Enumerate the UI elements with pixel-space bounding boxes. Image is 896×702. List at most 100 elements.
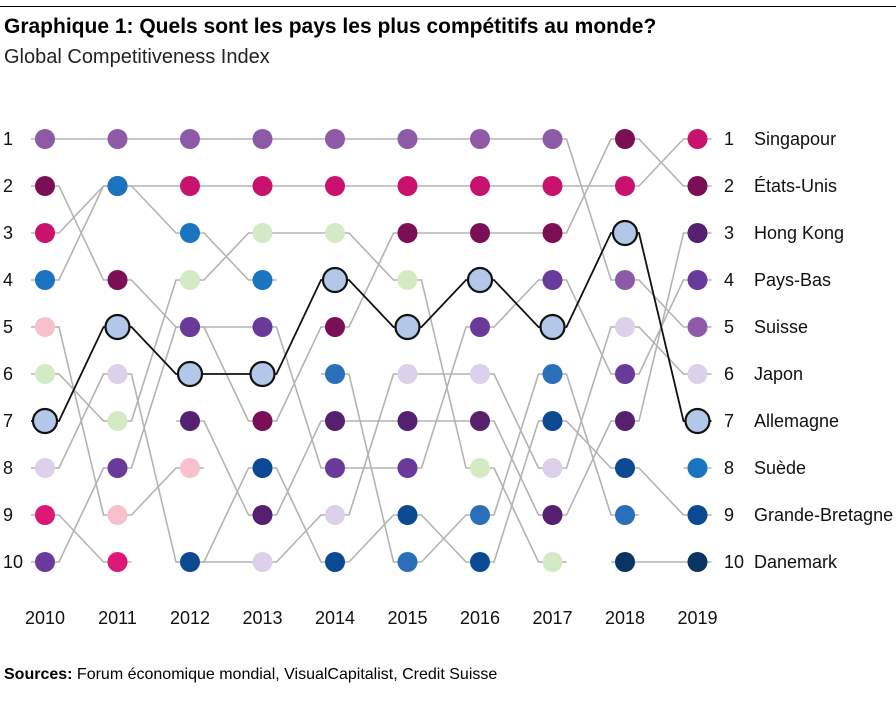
rank-label-10: 10 [3, 552, 23, 572]
point-japon-2017 [542, 458, 563, 478]
point-singapour-2019 [687, 129, 708, 149]
point-finlande-2016 [470, 458, 490, 478]
point-japon-2014 [325, 505, 345, 525]
point-finlande-2013 [252, 223, 273, 243]
final-rank-grande-bretagne: 9 [724, 505, 734, 525]
point-allemagne-2012 [176, 360, 204, 388]
point-grande-bretagne-2018 [615, 458, 635, 478]
point-etats-unis-2010 [35, 176, 55, 196]
series-line-singapour [31, 138, 712, 234]
rank-label-7: 7 [3, 411, 13, 431]
final-rank-etats-unis: 2 [724, 176, 734, 196]
point-japon-2011 [107, 364, 128, 384]
point-pays-bas-2014 [325, 458, 345, 478]
legend-label-danemark: Danemark [754, 552, 838, 572]
point-hong-kong-2012 [180, 411, 200, 431]
point-suisse-2010 [35, 129, 55, 149]
final-rank-japon: 6 [724, 364, 734, 384]
point-suisse-2012 [180, 129, 200, 149]
point-etats-unis-2016 [470, 223, 490, 243]
point-etats-unis-2019 [687, 176, 708, 196]
series-line-allemagne [31, 232, 712, 422]
point-japon-2010 [35, 458, 55, 478]
point-finlande-2015 [397, 270, 418, 290]
x-tick-2016: 2016 [460, 608, 500, 628]
point-pays-bas-2013 [252, 317, 273, 337]
point-finlande-2017 [542, 552, 563, 572]
legend-label-singapour: Singapour [754, 129, 836, 149]
point-grande-bretagne-2017 [542, 411, 563, 431]
point-singapour-2016 [470, 176, 490, 196]
point-japon-2016 [470, 364, 490, 384]
point-allemagne-2011 [104, 313, 131, 341]
point-canada-2010 [35, 317, 55, 337]
point-pays-bas-2011 [107, 458, 128, 478]
point-etats-unis-2011 [107, 270, 128, 290]
point-etats-unis-2018 [615, 129, 635, 149]
point-pays-bas-2010 [35, 552, 55, 572]
point-suisse-2014 [325, 129, 345, 149]
rank-label-8: 8 [3, 458, 13, 478]
point-pays-bas-2018 [615, 364, 635, 384]
sources-note: Sources: Forum économique mondial, Visua… [4, 666, 497, 684]
point-suisse-2011 [107, 129, 128, 149]
point-singapour-2013 [252, 176, 273, 196]
x-tick-2019: 2019 [677, 608, 717, 628]
legend-label-suede: Suède [754, 458, 806, 478]
point-suisse-2019 [687, 317, 708, 337]
chart-subtitle: Global Competitiveness Index [4, 46, 270, 68]
series-line-etats-unis [31, 138, 712, 422]
chart-title: Graphique 1: Quels sont les pays les plu… [4, 15, 657, 38]
point-norvege-2016 [470, 505, 490, 525]
point-allemagne-2018 [611, 219, 639, 247]
series-line-japon [31, 326, 712, 563]
x-tick-2011: 2011 [98, 608, 137, 628]
legend-label-allemagne: Allemagne [754, 411, 839, 431]
point-japon-2019 [687, 364, 708, 384]
point-pays-bas-2019 [687, 270, 708, 290]
point-singapour-2010 [35, 223, 55, 243]
final-rank-singapour: 1 [724, 129, 734, 149]
point-qatar-2011 [107, 552, 128, 572]
point-suede-2013 [252, 270, 273, 290]
point-etats-unis-2013 [252, 411, 273, 431]
sources-label: Sources: [4, 666, 73, 683]
point-hong-kong-2018 [615, 411, 635, 431]
point-danemark-2019 [687, 552, 708, 572]
point-allemagne-2019 [684, 407, 711, 435]
point-suisse-2017 [542, 129, 563, 149]
point-norvege-2014 [325, 364, 345, 384]
point-grande-bretagne-2016 [470, 552, 490, 572]
point-suede-2019 [687, 458, 708, 478]
point-pays-bas-2015 [397, 458, 418, 478]
point-japon-2018 [615, 317, 635, 337]
point-suisse-2016 [470, 129, 490, 149]
point-japon-2015 [397, 364, 418, 384]
rank-label-6: 6 [3, 364, 13, 384]
point-danemark-2018 [615, 552, 635, 572]
rank-label-3: 3 [3, 223, 13, 243]
point-allemagne-2016 [466, 266, 494, 294]
point-allemagne-2013 [249, 360, 276, 388]
point-etats-unis-2017 [542, 223, 563, 243]
sources-text: Forum économique mondial, VisualCapitali… [76, 666, 498, 683]
series-line-suisse [31, 138, 712, 328]
point-grande-bretagne-2013 [252, 458, 273, 478]
x-tick-2013: 2013 [242, 608, 282, 628]
point-grande-bretagne-2014 [325, 552, 345, 572]
point-singapour-2012 [180, 176, 200, 196]
x-tick-2012: 2012 [170, 608, 210, 628]
point-grande-bretagne-2019 [687, 505, 708, 525]
point-norvege-2015 [397, 552, 418, 572]
final-rank-pays-bas: 4 [724, 270, 734, 290]
rank-label-1: 1 [3, 129, 13, 149]
point-pays-bas-2017 [542, 270, 563, 290]
rank-label-4: 4 [3, 270, 13, 290]
point-suisse-2015 [397, 129, 418, 149]
point-finlande-2014 [325, 223, 345, 243]
point-singapour-2015 [397, 176, 418, 196]
point-qatar-2010 [35, 505, 55, 525]
point-canada-2012 [180, 458, 200, 478]
x-tick-2017: 2017 [532, 608, 572, 628]
point-norvege-2017 [542, 364, 563, 384]
